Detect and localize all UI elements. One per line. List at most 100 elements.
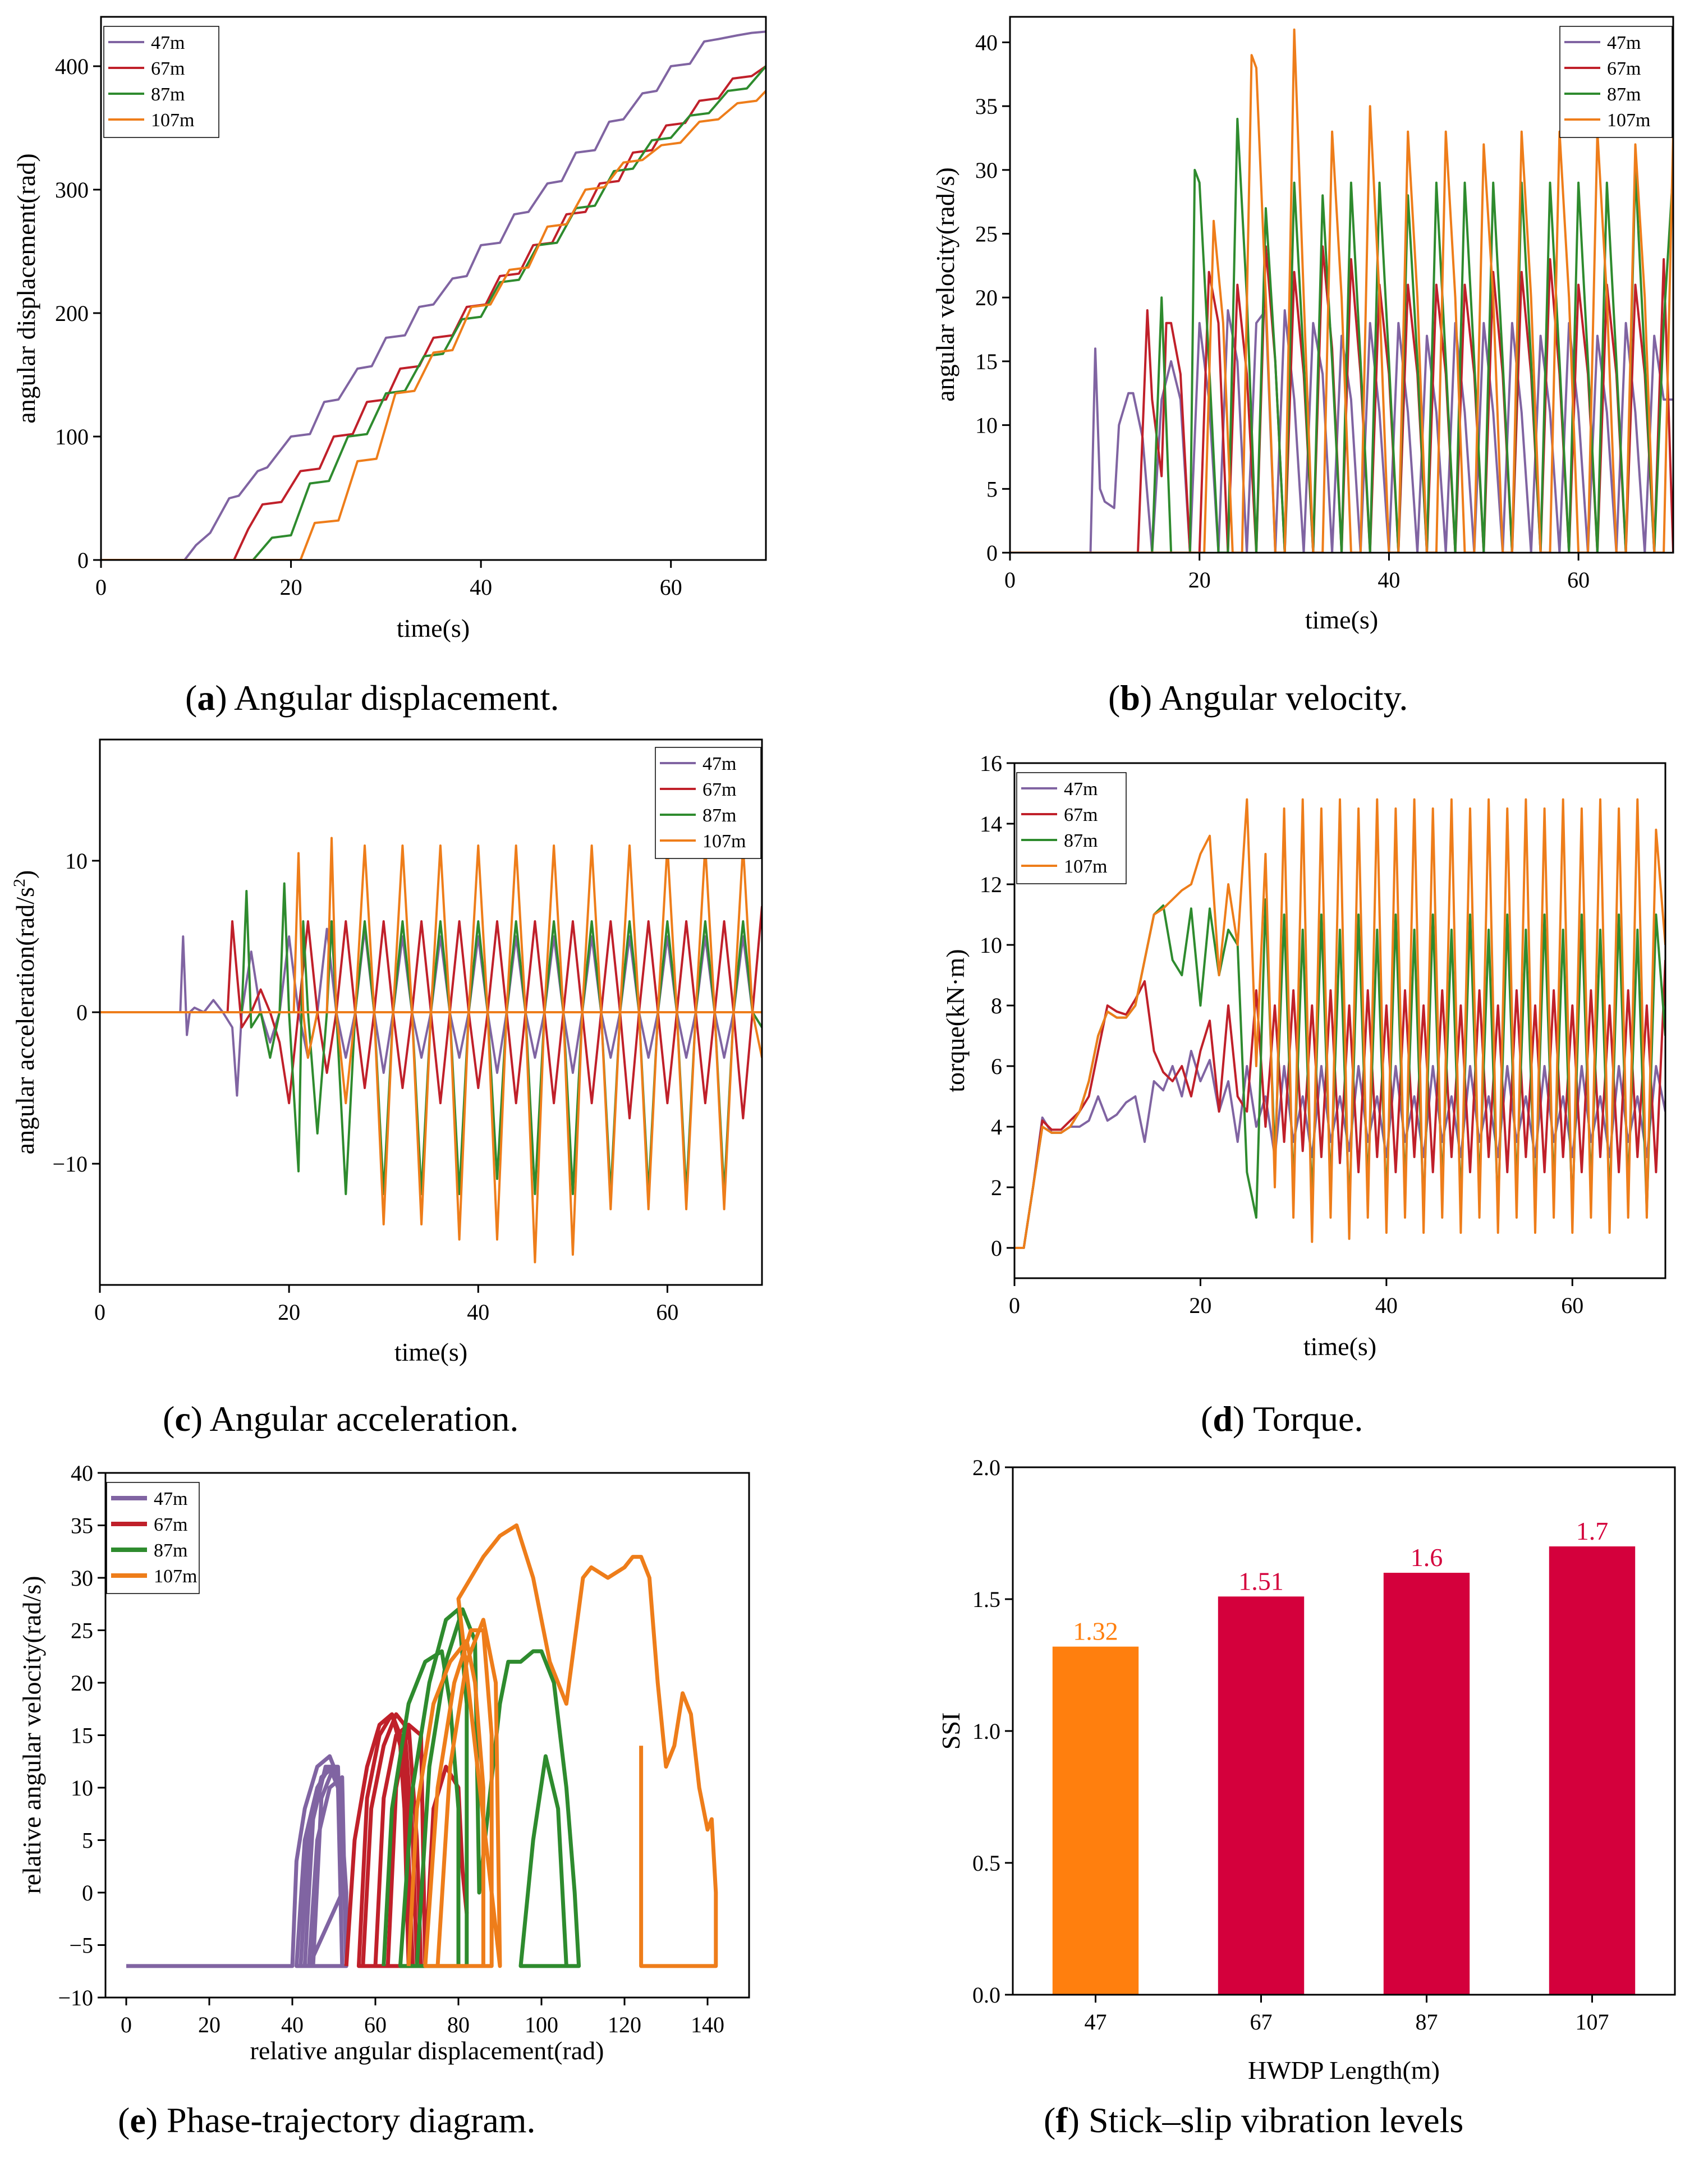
series-line-87m <box>1014 898 1665 1249</box>
caption: (e) Phase-trajectory diagram. <box>118 2100 536 2140</box>
y-tick-label: 0 <box>991 1236 1002 1261</box>
legend-label: 87m <box>154 1540 187 1561</box>
legend-label: 47m <box>154 1489 187 1509</box>
y-tick-label: −10 <box>58 1985 93 2010</box>
x-tick-label: 60 <box>660 575 682 600</box>
y-tick-label: 30 <box>71 1565 93 1591</box>
x-tick-label: 20 <box>198 2012 221 2037</box>
series-line-67m <box>101 65 766 560</box>
series-line-47m <box>101 30 766 560</box>
y-tick-label: 25 <box>975 222 998 247</box>
legend: 47m 67m 87m 107m <box>1016 772 1127 884</box>
legend: 47m 67m 87m 107m <box>103 26 219 138</box>
legend-label: 87m <box>703 805 736 826</box>
legend-label: 47m <box>1064 779 1098 800</box>
y-tick-label: 10 <box>975 413 998 438</box>
y-tick-label: 0 <box>986 540 998 566</box>
x-tick-label: 60 <box>364 2012 387 2037</box>
x-tick-label: 40 <box>1375 1293 1398 1318</box>
y-tick-label: 0.0 <box>972 1982 1000 2008</box>
series-line-87m <box>382 1607 581 1968</box>
series-group <box>101 30 766 560</box>
y-axis-label: relative angular velocity(rad/s) <box>17 1576 46 1894</box>
caption: (b) Angular velocity. <box>1108 678 1408 718</box>
series-group <box>1010 28 1673 553</box>
y-axis-label: angular acceleration(rad/s2) <box>10 870 39 1155</box>
x-tick-label: 107 <box>1576 2009 1609 2035</box>
x-tick-label: 20 <box>278 1300 300 1325</box>
caption-text: ) Phase-trajectory diagram. <box>146 2100 536 2140</box>
x-tick-label: 80 <box>447 2012 470 2037</box>
series-line-87m <box>101 65 766 560</box>
caption: (d) Torque. <box>1201 1399 1363 1439</box>
y-tick-label: 30 <box>975 158 998 183</box>
x-tick-label: 0 <box>1004 567 1016 593</box>
x-tick-label: 140 <box>691 2012 724 2037</box>
y-tick-label: 40 <box>71 1461 93 1486</box>
series-line-87m <box>100 882 762 1195</box>
caption: (a) Angular displacement. <box>185 678 559 718</box>
x-tick-label: 40 <box>467 1300 489 1325</box>
chart-d: 0 20 40 60 0 2 4 6 8 10 12 14 16 time(s) torque(kN·m) 4… <box>941 751 1666 1439</box>
y-tick-label: 6 <box>991 1054 1002 1079</box>
y-tick-label: 40 <box>975 30 998 55</box>
x-tick-label: 87 <box>1416 2009 1438 2035</box>
caption-letter: d <box>1213 1399 1233 1439</box>
legend: 47m 67m 87m 107m <box>106 1482 200 1594</box>
legend-label: 67m <box>1607 58 1641 79</box>
y-axis-label-text: angular acceleration(rad/s <box>11 887 39 1154</box>
chart-c: 0 20 40 60 −10 0 10 time(s) angular acceleration… <box>10 738 763 1439</box>
y-tick-label: 0 <box>76 1000 88 1025</box>
x-tick-label: 40 <box>470 575 492 600</box>
plot-frame <box>100 16 767 561</box>
y-axis-label-text: angular velocity(rad/s) <box>931 167 959 402</box>
bar-47 <box>1052 1646 1139 1995</box>
x-axis-label: relative angular displacement(rad) <box>250 2036 604 2065</box>
y-tick-label: 10 <box>65 848 88 874</box>
caption-text: ) Angular acceleration. <box>191 1399 519 1439</box>
y-tick-label: 2.0 <box>972 1455 1000 1480</box>
chart-f: 1.32 1.51 1.6 1.7 47 67 87 107 0.0 0.5 1.0 1.5 2.0 HW… <box>936 1455 1676 2140</box>
y-tick-label: 300 <box>55 177 89 203</box>
y-axis-label: angular velocity(rad/s) <box>931 167 959 402</box>
legend: 47m 67m 87m 107m <box>1559 26 1673 138</box>
legend-label: 107m <box>1064 856 1107 877</box>
x-tick-label: 0 <box>121 2012 132 2037</box>
y-tick-label: 16 <box>980 751 1002 776</box>
chart-a: 0 20 40 60 0 100 200 300 400 time(s) angular displ… <box>12 16 767 718</box>
y-tick-label: 15 <box>975 349 998 374</box>
legend-label: 87m <box>1064 830 1098 851</box>
y-axis-label-text: angular displacement(rad) <box>12 153 40 424</box>
legend-label: 87m <box>151 84 185 105</box>
y-tick-label: 4 <box>991 1114 1002 1140</box>
y-tick-label: 25 <box>71 1618 93 1643</box>
caption: (f) Stick–slip vibration levels <box>1044 2100 1463 2140</box>
y-tick-label: 0.5 <box>972 1851 1000 1876</box>
y-tick-label: 10 <box>980 933 1002 958</box>
legend-label: 47m <box>1607 33 1641 53</box>
y-tick-label: 0 <box>77 548 89 573</box>
legend-label: 67m <box>151 58 185 79</box>
caption-letter: a <box>197 678 215 718</box>
x-axis-label: time(s) <box>394 1338 467 1366</box>
caption-text: ) Angular displacement. <box>215 678 559 718</box>
x-tick-label: 40 <box>281 2012 304 2037</box>
legend-label: 67m <box>1064 805 1098 825</box>
y-axis-label-sup: 2 <box>10 879 29 887</box>
caption-letter: b <box>1120 678 1140 718</box>
bar-value-label: 1.51 <box>1238 1567 1284 1595</box>
y-tick-label: 400 <box>55 54 89 79</box>
y-tick-label: 12 <box>980 872 1002 897</box>
y-tick-label: 20 <box>975 285 998 310</box>
legend: 47m 67m 87m 107m <box>655 747 761 859</box>
legend-label: 47m <box>151 33 185 53</box>
y-tick-label: 15 <box>71 1723 93 1748</box>
series-group <box>126 1523 718 1968</box>
y-tick-label: 8 <box>991 993 1002 1018</box>
y-tick-label: 1.0 <box>972 1719 1000 1744</box>
series-line-107m <box>1010 28 1673 553</box>
bar-107 <box>1549 1546 1636 1995</box>
legend-label: 67m <box>703 779 736 800</box>
caption-text: ) Angular velocity. <box>1140 678 1408 718</box>
